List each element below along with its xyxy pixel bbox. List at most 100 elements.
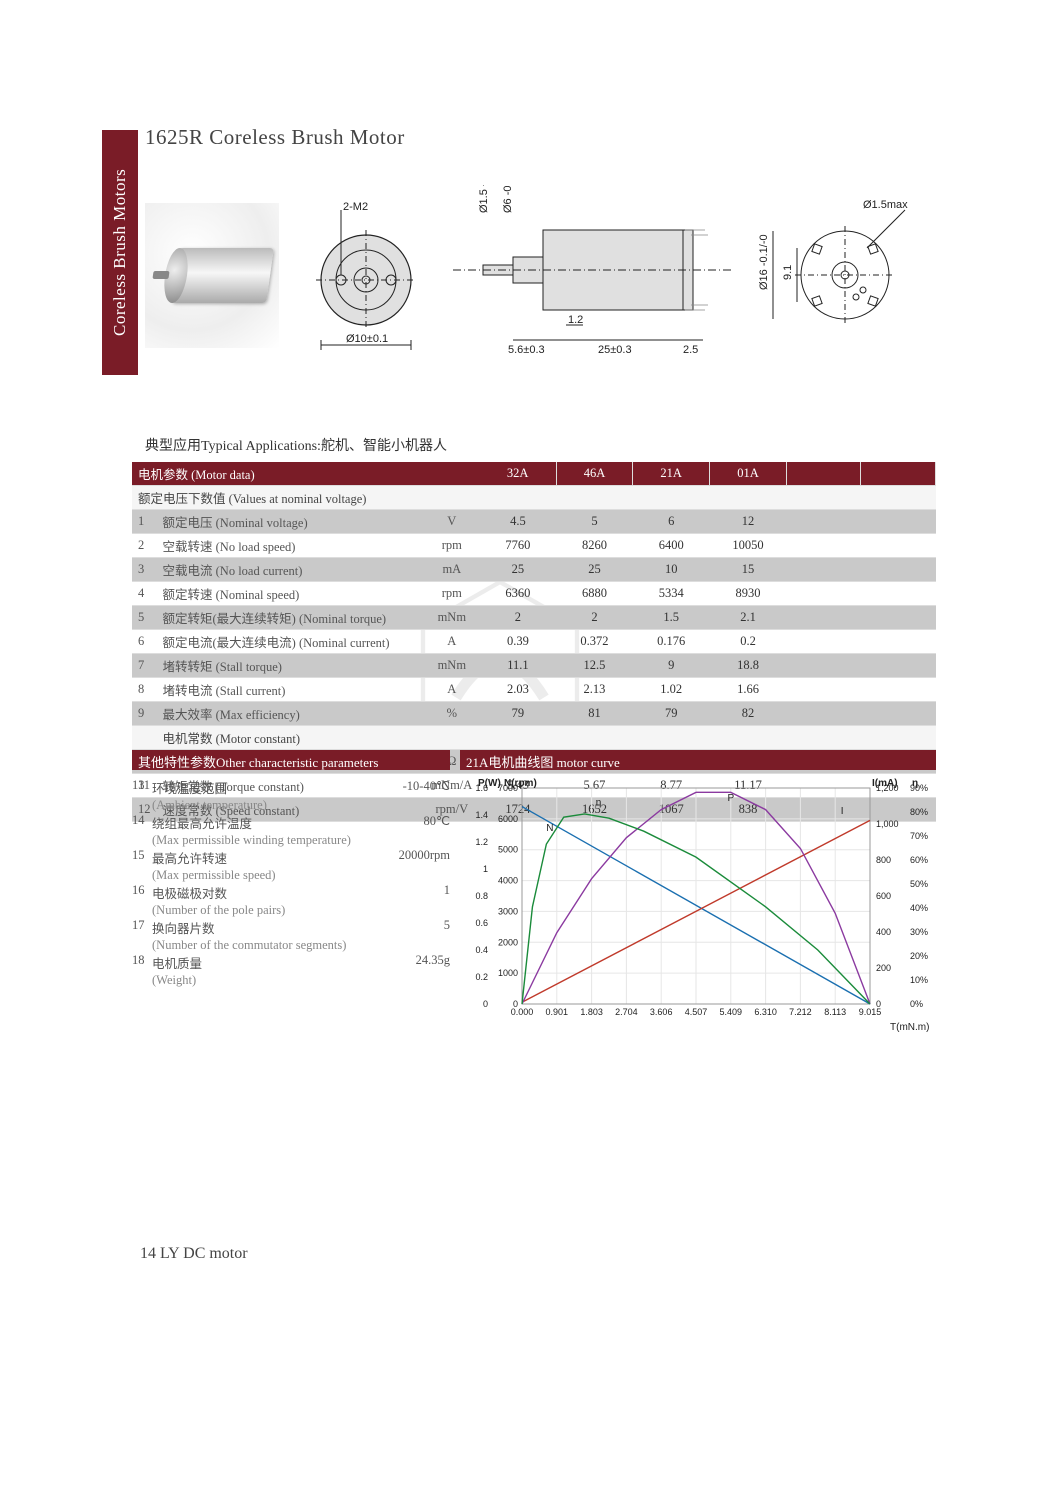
- spec-row: 9最大效率 (Max efficiency)%79817982: [132, 702, 936, 726]
- spec-row: 2空载转速 (No load speed)rpm7760826064001005…: [132, 534, 936, 558]
- spec-row: 4额定转速 (Nominal speed)rpm6360688053348930: [132, 582, 936, 606]
- svg-text:1: 1: [483, 864, 488, 874]
- model-col: 46A: [556, 462, 633, 486]
- svg-text:7.212: 7.212: [789, 1007, 812, 1017]
- model-col: 32A: [480, 462, 556, 486]
- svg-text:4.507: 4.507: [685, 1007, 708, 1017]
- dim-2p5: 2.5: [683, 344, 698, 356]
- svg-text:80%: 80%: [910, 807, 928, 817]
- svg-text:P: P: [727, 793, 734, 804]
- spec-row: 8堵转电流 (Stall current)A2.032.131.021.66: [132, 678, 936, 702]
- svg-text:40%: 40%: [910, 903, 928, 913]
- spec-row: 1额定电压 (Nominal voltage)V4.55612: [132, 510, 936, 534]
- other-sub: (Max permissible speed): [152, 868, 450, 883]
- other-list: 13环境温度范围-10-40℃(Ambient temperature)14绕组…: [132, 778, 450, 988]
- dim-d15: Ø1.5 +0.005/-0: [478, 185, 490, 213]
- motor-photo: [145, 203, 279, 348]
- svg-text:70%: 70%: [910, 831, 928, 841]
- svg-text:T(mN.m): T(mN.m): [890, 1022, 929, 1033]
- other-sub: (Weight): [152, 973, 450, 988]
- svg-text:5000: 5000: [498, 845, 518, 855]
- dim-d16: Ø16 -0.1/-0: [758, 234, 770, 290]
- spec-row: 6额定电流(最大连续电流) (Nominal current)A0.390.37…: [132, 630, 936, 654]
- model-col: 01A: [710, 462, 787, 486]
- svg-text:6.310: 6.310: [754, 1007, 777, 1017]
- svg-text:0.8: 0.8: [475, 891, 488, 901]
- svg-text:10%: 10%: [910, 975, 928, 985]
- spec-header-label: 电机参数 (Motor data): [132, 462, 480, 486]
- svg-text:P(W): P(W): [478, 778, 501, 789]
- model-col: [787, 462, 861, 486]
- side-tab: Coreless Brush Motors: [102, 130, 138, 375]
- rear-drawing: Ø16 -0.1/-0 9.1 Ø1.5max: [745, 190, 915, 360]
- side-drawing: Ø6 -0.05/-0 Ø1.5 +0.005/-0 5.6±0.3 1.2 2…: [453, 185, 733, 365]
- svg-text:0%: 0%: [910, 999, 923, 1009]
- svg-text:6000: 6000: [498, 814, 518, 824]
- other-row: 15最高允许转速20000rpm: [132, 848, 450, 867]
- svg-text:400: 400: [876, 927, 891, 937]
- other-row: 17换向器片数5: [132, 918, 450, 937]
- svg-text:4000: 4000: [498, 876, 518, 886]
- dim-91: 9.1: [782, 265, 794, 280]
- dim-56: 5.6±0.3: [508, 344, 545, 356]
- front-drawing: 2-M2 Ø10±0.1: [291, 190, 441, 360]
- dim-25: 25±0.3: [598, 344, 632, 356]
- spec-row: 7堵转转矩 (Stall torque)mNm11.112.5918.8: [132, 654, 936, 678]
- chart-header: 21A电机曲线图 motor curve: [460, 750, 936, 770]
- other-sub: (Max permissible winding temperature): [152, 833, 450, 848]
- other-row: 18电机质量24.35g: [132, 953, 450, 972]
- svg-text:0.4: 0.4: [475, 945, 488, 955]
- svg-text:3000: 3000: [498, 906, 518, 916]
- motor-curve-chart: 0.0000.9011.8032.7043.6064.5075.4096.310…: [460, 774, 936, 1034]
- dim-12: 1.2: [568, 314, 583, 326]
- svg-text:200: 200: [876, 963, 891, 973]
- svg-text:2.704: 2.704: [615, 1007, 638, 1017]
- svg-text:600: 600: [876, 891, 891, 901]
- page-title: 1625R Coreless Brush Motor: [145, 125, 405, 150]
- svg-text:0: 0: [483, 999, 488, 1009]
- dim-d15max: Ø1.5max: [863, 199, 908, 211]
- svg-text:800: 800: [876, 855, 891, 865]
- dim-m2: 2-M2: [343, 201, 368, 213]
- svg-text:N: N: [546, 823, 553, 834]
- svg-text:0.901: 0.901: [546, 1007, 569, 1017]
- svg-text:50%: 50%: [910, 879, 928, 889]
- spec-row: 5额定转矩(最大连续转矩) (Nominal torque)mNm221.52.…: [132, 606, 936, 630]
- svg-text:0.2: 0.2: [475, 972, 488, 982]
- svg-text:1000: 1000: [498, 968, 518, 978]
- svg-text:1.803: 1.803: [580, 1007, 603, 1017]
- svg-text:0: 0: [513, 999, 518, 1009]
- section-header: 电机常数 (Motor constant): [157, 726, 936, 750]
- other-row: 13环境温度范围-10-40℃: [132, 778, 450, 797]
- page-footer: 14 LY DC motor: [140, 1245, 248, 1263]
- svg-text:1.4: 1.4: [475, 810, 488, 820]
- dim-dia10: Ø10±0.1: [346, 333, 388, 345]
- svg-text:3.606: 3.606: [650, 1007, 673, 1017]
- svg-text:30%: 30%: [910, 927, 928, 937]
- svg-text:20%: 20%: [910, 951, 928, 961]
- other-row: 16电极磁极对数1: [132, 883, 450, 902]
- spec-row: 3空载电流 (No load current)mA25251015: [132, 558, 936, 582]
- other-row: 14绕组最高允许温度80℃: [132, 813, 450, 832]
- applications-text: 典型应用Typical Applications:舵机、智能小机器人: [145, 435, 447, 455]
- svg-text:1,000: 1,000: [876, 819, 899, 829]
- svg-text:I(mA): I(mA): [872, 778, 898, 789]
- section-header: 额定电压下数值 (Values at nominal voltage): [132, 486, 936, 510]
- svg-text:N(rpm): N(rpm): [504, 778, 537, 789]
- svg-text:1.2: 1.2: [475, 837, 488, 847]
- other-sub: (Number of the pole pairs): [152, 903, 450, 918]
- diagram-row: 2-M2 Ø10±0.1 Ø6 -0.05/-0 Ø1.5 +0.005/-0: [145, 180, 915, 370]
- svg-text:0.6: 0.6: [475, 918, 488, 928]
- other-sub: (Number of the commutator segments): [152, 938, 450, 953]
- svg-text:0: 0: [876, 999, 881, 1009]
- model-col: 21A: [633, 462, 710, 486]
- other-header: 其他特性参数Other characteristic parameters: [132, 750, 450, 770]
- svg-text:η: η: [596, 797, 602, 808]
- svg-text:2000: 2000: [498, 937, 518, 947]
- svg-text:I: I: [841, 806, 844, 817]
- other-sub: (Ambient temperature): [152, 798, 450, 813]
- svg-text:8.113: 8.113: [824, 1007, 846, 1017]
- dim-d6: Ø6 -0.05/-0: [502, 185, 514, 213]
- model-col: [861, 462, 936, 486]
- svg-text:5.409: 5.409: [720, 1007, 743, 1017]
